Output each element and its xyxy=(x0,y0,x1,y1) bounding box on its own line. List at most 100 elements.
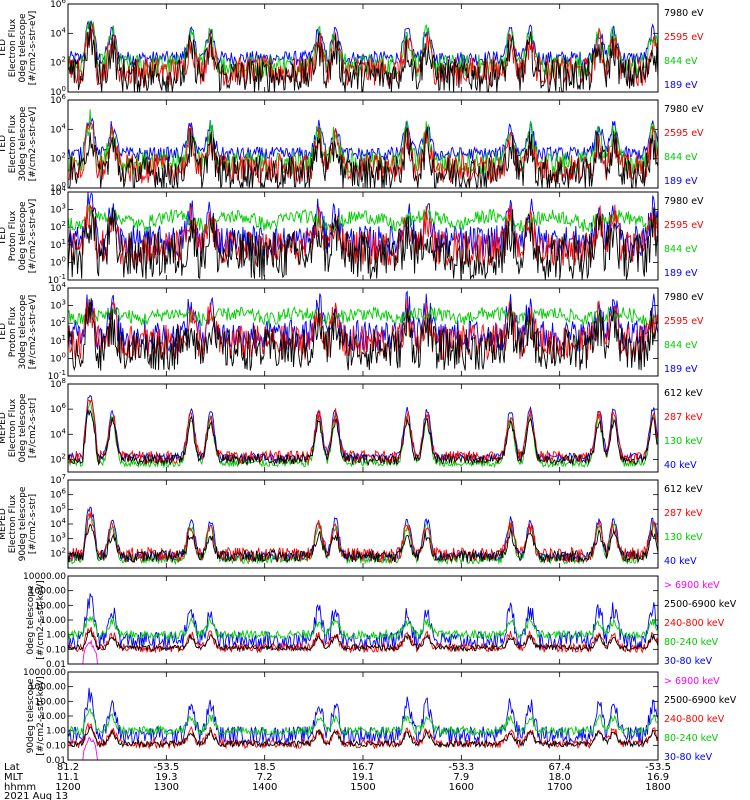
ytick-label: 100.00 xyxy=(35,601,67,611)
x-row-label-hhmm: hhmm xyxy=(4,782,36,793)
legend-entry-240-800-kev: 240-800 keV xyxy=(664,618,725,629)
legend-entry-287-kev: 287 keV xyxy=(664,412,703,423)
series-line-80-240-kev xyxy=(67,615,659,641)
series-line-612-kev xyxy=(67,409,659,467)
x-row-label-lat: Lat xyxy=(4,762,20,773)
panel-meped-proton-90deg: 0.01 0.10 1.00 10.00 100.00 1000.00 10000.0090… xyxy=(23,668,737,766)
series-line-40-kev xyxy=(67,394,659,462)
ytick-label: 0.10 xyxy=(46,645,66,655)
x-tick-mlt: 11.1 xyxy=(57,772,79,783)
ytick-label: 106 xyxy=(50,0,66,10)
ytick-label: 106 xyxy=(50,402,66,415)
legend-entry-40-kev: 40 keV xyxy=(664,556,697,567)
series-line-287-kev xyxy=(67,399,659,465)
x-tick-lat: -53.5 xyxy=(153,762,179,773)
ytick-label: 102 xyxy=(50,220,66,233)
legend-entry-2595-ev: 2595 eV xyxy=(664,32,704,43)
series-line-80-240-kev xyxy=(67,708,659,737)
series-line-612-kev xyxy=(67,523,659,564)
ytick-label: 10.00 xyxy=(40,616,66,626)
ytick-label: 100 xyxy=(50,255,66,268)
x-tick-mlt: 7.2 xyxy=(257,772,273,783)
ytick-label: 104 xyxy=(50,427,66,440)
x-tick-mlt: 18.0 xyxy=(549,772,571,783)
legend-entry-40-kev: 40 keV xyxy=(664,460,697,471)
legend-entry-844-ev: 844 eV xyxy=(664,152,698,163)
y-axis-label: 0deg telescope[#/cm2-s-str-keV] xyxy=(26,580,46,659)
series-line-2500-6900-kev xyxy=(67,629,659,653)
ytick-label: 0.01 xyxy=(46,756,66,766)
y-axis-label: TEDProton Flux0deg telescope[#/cm2-s-str… xyxy=(0,199,38,274)
legend-entry-844-ev: 844 eV xyxy=(664,244,698,255)
legend-entry-130-kev: 130 keV xyxy=(664,436,703,447)
ytick-label: 107 xyxy=(50,473,66,486)
legend-entry-130-kev: 130 keV xyxy=(664,532,703,543)
legend-entry-2595-ev: 2595 eV xyxy=(664,220,704,231)
legend-entry-612-kev: 612 keV xyxy=(664,388,703,399)
legend-entry-287-kev: 287 keV xyxy=(664,508,703,519)
x-tick-hhmm: 1700 xyxy=(547,782,572,793)
ytick-label: 10000.00 xyxy=(23,572,66,582)
ytick-label: 103 xyxy=(50,203,66,216)
series-line-2500-6900-kev xyxy=(67,726,659,749)
legend-entry-189-ev: 189 eV xyxy=(664,80,698,91)
series-line-2595-ev xyxy=(68,204,659,267)
legend-entry-7980-ev: 7980 eV xyxy=(664,292,704,303)
legend-entry-2595-ev: 2595 eV xyxy=(664,128,704,139)
ytick-label: 0.01 xyxy=(46,660,66,670)
legend-entry-2500-6900-kev: 2500-6900 keV xyxy=(664,695,737,706)
x-tick-hhmm: 1300 xyxy=(154,782,179,793)
series-line-130-kev xyxy=(67,512,659,566)
y-axis-label: TEDElectron Flux0deg telescope[#/cm2-s-s… xyxy=(0,11,38,86)
ytick-label: 104 xyxy=(50,122,66,135)
x-tick-lat: -53.5 xyxy=(645,762,671,773)
x-tick-hhmm: 1800 xyxy=(645,782,670,793)
x-tick-lat: 81.2 xyxy=(57,762,79,773)
panel-frame xyxy=(67,575,659,665)
series-line-844-ev xyxy=(67,204,659,234)
series-line-240-800-kev xyxy=(67,722,659,750)
ytick-label: 103 xyxy=(50,532,66,545)
ytick-label: 100 xyxy=(50,351,66,364)
x-tick-mlt: 19.1 xyxy=(352,772,374,783)
ytick-label: 1000.00 xyxy=(29,683,66,693)
legend-entry-2595-ev: 2595 eV xyxy=(664,316,704,327)
legend-entry-844-ev: 844 eV xyxy=(664,56,698,67)
x-tick-lat: 67.4 xyxy=(549,762,571,773)
legend-entry--6900-kev: > 6900 keV xyxy=(664,676,720,687)
series-line-189-ev xyxy=(67,192,659,258)
x-axis-rows: LatMLThhmm81.211.11200-53.519.3130018.57… xyxy=(4,762,671,800)
ytick-label: 102 xyxy=(50,56,66,69)
legend-entry-80-240-kev: 80-240 keV xyxy=(664,637,719,648)
legend-entry-30-80-kev: 30-80 keV xyxy=(664,656,713,667)
legend-entry-30-80-kev: 30-80 keV xyxy=(664,752,713,763)
series-line-40-kev xyxy=(67,506,659,563)
x-tick-hhmm: 1200 xyxy=(55,782,80,793)
series-line-7980-ev xyxy=(67,207,659,281)
ytick-label: 106 xyxy=(50,488,66,501)
x-tick-hhmm: 1600 xyxy=(449,782,474,793)
series-line-7980-ev xyxy=(67,298,659,372)
ytick-label: 1.00 xyxy=(46,631,66,641)
legend-entry-189-ev: 189 eV xyxy=(664,268,698,279)
legend-entry--6900-kev: > 6900 keV xyxy=(664,580,720,591)
date-label: 2021 Aug 13 xyxy=(4,791,68,800)
legend-entry-2500-6900-kev: 2500-6900 keV xyxy=(664,599,737,610)
y-axis-label: 90deg telescope[#/cm2-s-str-keV] xyxy=(26,676,46,755)
ytick-label: 102 xyxy=(50,546,66,559)
ytick-label: 104 xyxy=(50,26,66,39)
legend-entry-240-800-kev: 240-800 keV xyxy=(664,714,725,725)
legend-entry-7980-ev: 7980 eV xyxy=(664,104,704,115)
legend-entry-80-240-kev: 80-240 keV xyxy=(664,733,719,744)
ytick-label: 102 xyxy=(50,452,66,465)
y-axis-label: TEDElectron Flux30deg telescope[#/cm2-s-… xyxy=(0,106,38,181)
series-line-7980-ev xyxy=(68,127,659,190)
series-line-844-ev xyxy=(67,109,659,176)
ytick-label: 10000.00 xyxy=(23,668,66,678)
series-line-30-80-kev xyxy=(67,687,659,746)
